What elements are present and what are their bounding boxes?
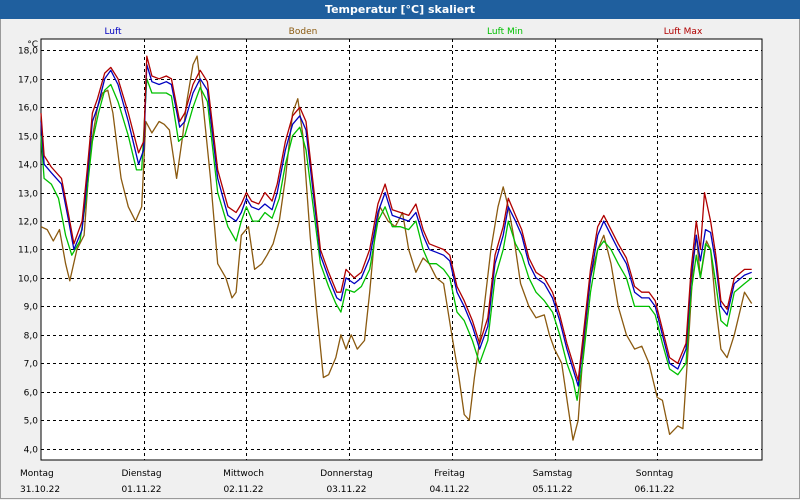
x-tick-date: 02.11.22	[223, 485, 263, 495]
x-tick-date: 06.11.22	[634, 485, 674, 495]
y-tick-label: 6,0	[24, 389, 39, 399]
x-tick-weekday: Mittwoch	[223, 469, 264, 479]
y-tick-label: 17,0	[18, 76, 38, 86]
y-tick-label: 4,0	[24, 446, 39, 456]
grid	[41, 39, 762, 460]
x-tick-weekday: Donnerstag	[320, 469, 373, 479]
x-tick-date: 04.11.22	[429, 485, 469, 495]
y-tick-label: 9,0	[24, 303, 39, 313]
y-tick-label: 14,0	[18, 161, 38, 171]
y-tick-label: 5,0	[24, 417, 39, 427]
series-line-luft-max	[40, 55, 752, 382]
y-tick-label: 8,0	[24, 332, 39, 342]
x-tick-weekday: Montag	[20, 469, 54, 479]
x-tick-date: 03.11.22	[326, 485, 366, 495]
series-line-luft-min	[40, 78, 753, 401]
x-axis: Montag 31.10.22 Dienstag 01.11.22 Mittwoch 02…	[20, 469, 675, 495]
x-tick-weekday: Dienstag	[121, 469, 161, 479]
x-tick-weekday: Freitag	[434, 469, 465, 479]
chart-title: Temperatur [°C] skaliert	[0, 0, 800, 19]
x-tick-weekday: Sonntag	[636, 469, 673, 479]
y-tick-label: 13,0	[18, 190, 38, 200]
y-tick-label: 16,0	[18, 104, 38, 114]
series-line-boden	[40, 55, 753, 441]
y-tick-label: 18,0	[18, 47, 38, 57]
legend-entry-luft-max: Luft Max	[664, 27, 703, 37]
y-tick-label: 7,0	[24, 360, 39, 370]
x-tick-date: 01.11.22	[121, 485, 161, 495]
series-line-luft	[40, 63, 752, 387]
y-axis-unit: °C	[27, 40, 38, 50]
y-tick-label: 11,0	[18, 246, 38, 256]
x-tick-date: 05.11.22	[532, 485, 572, 495]
legend-entry-luft-min: Luft Min	[487, 27, 523, 37]
y-tick-label: 10,0	[18, 275, 38, 285]
y-axis: 4,0 5,0 6,0 7,0 8,0 9,0 10,0 11,0 12,0 13,0 14,0 15…	[18, 40, 38, 456]
y-tick-label: 12,0	[18, 218, 38, 228]
legend: Luft Boden Luft Min Luft Max	[104, 27, 703, 37]
series-lines	[40, 55, 753, 441]
x-tick-weekday: Samstag	[533, 469, 572, 479]
y-tick-label: 15,0	[18, 133, 38, 143]
x-tick-date: 31.10.22	[20, 485, 60, 495]
legend-entry-luft: Luft	[104, 27, 122, 37]
legend-entry-boden: Boden	[289, 27, 318, 37]
